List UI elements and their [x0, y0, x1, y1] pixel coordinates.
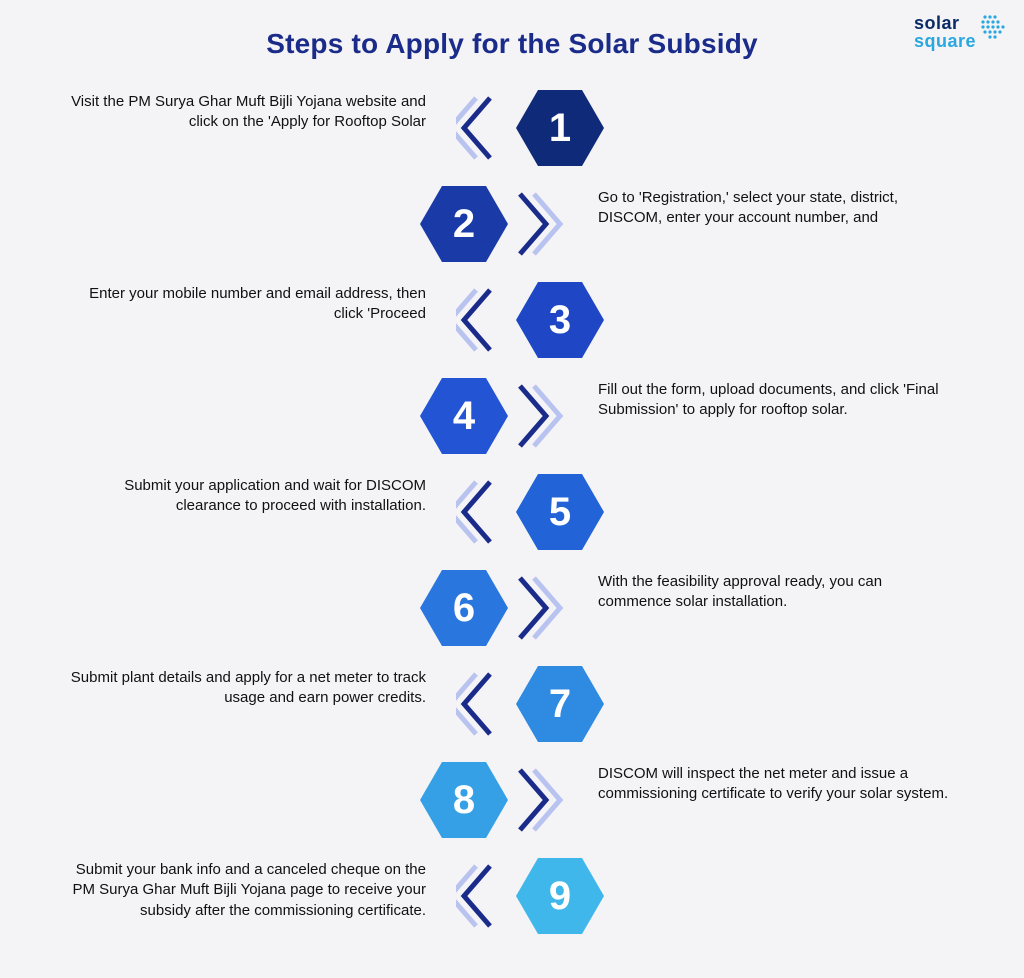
step-row: 6 With the feasibility approval ready, y… — [0, 560, 1024, 656]
brand-logo: solar square — [914, 14, 1006, 50]
step-hex: 9 — [516, 858, 604, 934]
step-number: 3 — [549, 298, 571, 343]
step-row: 5 Submit your application and wait for D… — [0, 464, 1024, 560]
step-chevrons-icon — [456, 670, 496, 738]
step-text: Submit plant details and apply for a net… — [66, 668, 426, 709]
step-number: 1 — [549, 106, 571, 151]
step-number: 5 — [549, 490, 571, 535]
step-number: 9 — [549, 874, 571, 919]
step-chevrons-icon — [456, 478, 496, 546]
step-number: 7 — [549, 682, 571, 727]
step-hex: 6 — [420, 570, 508, 646]
step-chevrons-icon — [456, 94, 496, 162]
step-text: With the feasibility approval ready, you… — [598, 572, 958, 613]
step-text: Visit the PM Surya Ghar Muft Bijli Yojan… — [66, 92, 426, 133]
step-hex: 4 — [420, 378, 508, 454]
step-text: Enter your mobile number and email addre… — [66, 284, 426, 325]
step-text: Go to 'Registration,' select your state,… — [598, 188, 958, 229]
step-chevrons-icon — [514, 574, 554, 642]
step-row: 2 Go to 'Registration,' select your stat… — [0, 176, 1024, 272]
step-text: Submit your application and wait for DIS… — [66, 476, 426, 517]
step-hex: 5 — [516, 474, 604, 550]
step-hex: 2 — [420, 186, 508, 262]
step-hex: 7 — [516, 666, 604, 742]
step-text: Fill out the form, upload documents, and… — [598, 380, 958, 421]
step-text: Submit your bank info and a canceled che… — [66, 860, 426, 921]
step-number: 4 — [453, 394, 475, 439]
step-hex: 1 — [516, 90, 604, 166]
step-chevrons-icon — [514, 382, 554, 450]
step-number: 6 — [453, 586, 475, 631]
step-chevrons-icon — [514, 190, 554, 258]
logo-line2: square — [914, 32, 976, 50]
logo-line1: solar — [914, 14, 976, 32]
logo-dots-icon — [980, 14, 1006, 40]
step-hex: 8 — [420, 762, 508, 838]
step-hex: 3 — [516, 282, 604, 358]
step-row: 1 Visit the PM Surya Ghar Muft Bijli Yoj… — [0, 80, 1024, 176]
step-number: 2 — [453, 202, 475, 247]
step-row: 3 Enter your mobile number and email add… — [0, 272, 1024, 368]
step-chevrons-icon — [456, 286, 496, 354]
page-title: Steps to Apply for the Solar Subsidy — [0, 0, 1024, 60]
step-row: 8 DISCOM will inspect the net meter and … — [0, 752, 1024, 848]
step-number: 8 — [453, 778, 475, 823]
step-row: 9 Submit your bank info and a canceled c… — [0, 848, 1024, 944]
step-row: 7 Submit plant details and apply for a n… — [0, 656, 1024, 752]
steps-diagram: 1 Visit the PM Surya Ghar Muft Bijli Yoj… — [0, 80, 1024, 960]
step-text: DISCOM will inspect the net meter and is… — [598, 764, 958, 805]
step-row: 4 Fill out the form, upload documents, a… — [0, 368, 1024, 464]
step-chevrons-icon — [514, 766, 554, 834]
step-chevrons-icon — [456, 862, 496, 930]
